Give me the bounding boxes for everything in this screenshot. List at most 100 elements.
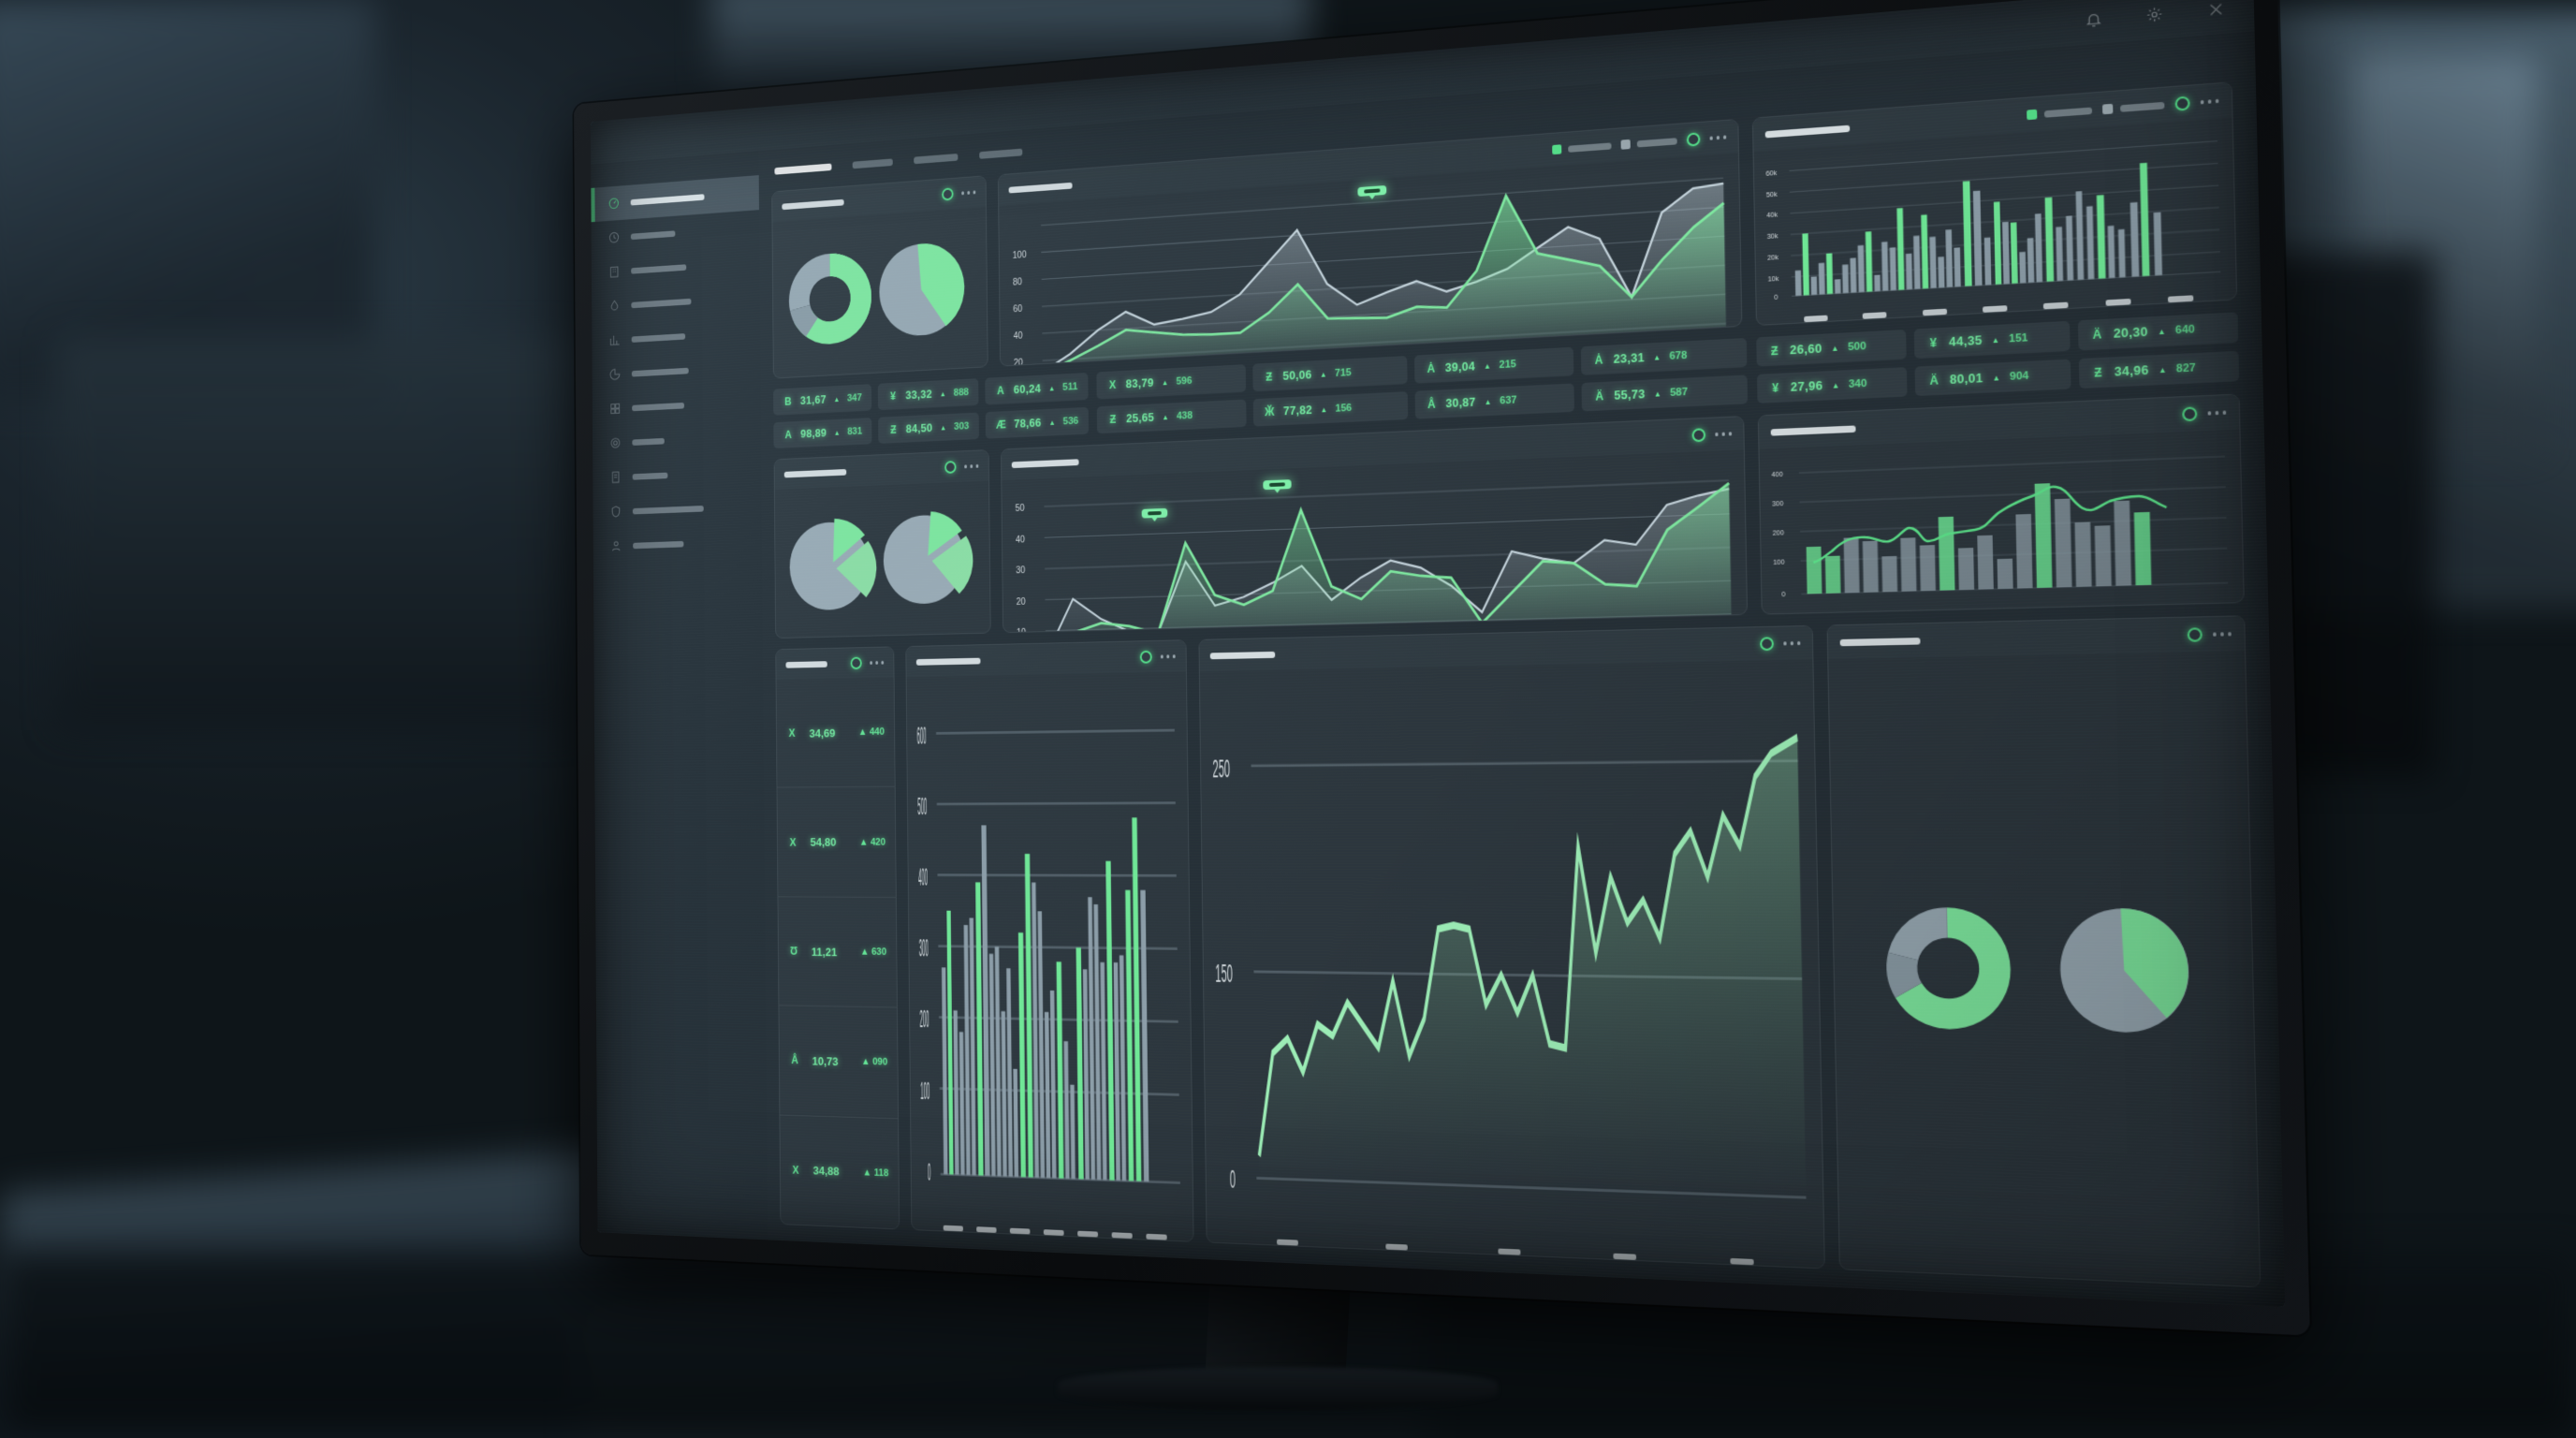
card-donut-pie-top	[771, 175, 988, 379]
pie-icon	[608, 367, 621, 381]
svg-text:0: 0	[1774, 294, 1778, 301]
x-axis-ticks	[1207, 1234, 1823, 1269]
kpi-group-a: B 31,67 ▲ 347 ¥33,32 ▲ 888 A 60,24 ▲ 511 A 98,89 ▲…	[773, 373, 1090, 449]
y-axis-labels: 600 500 400 300 200 100 0	[916, 723, 930, 1187]
refresh-icon[interactable]	[2174, 95, 2190, 111]
more-options-icon[interactable]	[2212, 632, 2232, 637]
legend-entry[interactable]	[2101, 100, 2164, 115]
kpi-chip[interactable]: X 83,79 ▲ 596	[1096, 364, 1247, 400]
document-icon	[609, 470, 622, 484]
chart-tooltip	[1141, 507, 1168, 519]
tab-overview[interactable]	[774, 163, 832, 175]
sidebar-item-label	[630, 193, 705, 206]
legend-entry[interactable]	[1620, 136, 1677, 150]
svg-text:20k: 20k	[1767, 255, 1778, 262]
svg-text:30k: 30k	[1767, 233, 1778, 241]
chart-bars-top: 60k 50k 40k 30k 20k 10k 0	[1754, 117, 2236, 315]
metric-list: X 34,69 ▲ 440 X 54,80 ▲ 420 Ʊ 11,21 ▲ 630 Å 10,…	[776, 677, 899, 1229]
svg-text:50k: 50k	[1766, 191, 1778, 198]
kpi-chip[interactable]: ¥27,96 ▲ 340	[1756, 366, 1908, 404]
chart-pies-mid	[775, 481, 990, 638]
tab-reports[interactable]	[852, 158, 893, 169]
more-options-icon[interactable]	[963, 464, 979, 469]
more-options-icon[interactable]	[1160, 654, 1176, 659]
sidebar-item-label	[630, 229, 676, 240]
more-options-icon[interactable]	[2200, 98, 2219, 105]
sidebar-item-account[interactable]	[593, 523, 762, 564]
kpi-chip[interactable]: Ƶ 25,65 ▲ 438	[1096, 399, 1247, 434]
tab-insights[interactable]	[914, 154, 959, 165]
refresh-icon[interactable]	[2181, 406, 2197, 422]
card-title	[1764, 125, 1851, 138]
kpi-group-c: Ƶ 26,60 ▲ 500 ¥44,35 ▲ 151 Ä 20,30 ▲ 640 ¥27,96 ▲…	[1756, 312, 2240, 404]
kpi-chip[interactable]: Ä 20,30 ▲ 640	[2077, 312, 2239, 351]
bars	[1806, 483, 2152, 594]
svg-text:150: 150	[1215, 961, 1233, 989]
close-icon[interactable]	[2204, 0, 2226, 20]
legend-entry[interactable]	[2026, 105, 2092, 121]
kpi-chip[interactable]: ¥44,35 ▲ 151	[1914, 320, 2071, 360]
kpi-chip[interactable]: Ƶ 84,50 ▲ 303	[878, 412, 979, 445]
kpi-chip[interactable]: Ä 55,73 ▲ 587	[1581, 374, 1749, 412]
refresh-icon[interactable]	[1759, 637, 1774, 652]
list-item[interactable]: X 34,69 ▲ 440	[776, 677, 895, 788]
card-title	[783, 468, 847, 477]
more-options-icon[interactable]	[869, 661, 885, 665]
svg-text:100: 100	[920, 1078, 929, 1105]
sidebar	[591, 151, 768, 1240]
kpi-chip[interactable]: Ӂ 77,82 ▲ 156	[1252, 391, 1408, 427]
list-item[interactable]: X 54,80 ▲ 420	[777, 787, 896, 898]
refresh-icon[interactable]	[941, 187, 954, 201]
kpi-chip[interactable]: Ȧ 23,31 ▲ 678	[1581, 337, 1748, 375]
sidebar-item-label	[631, 332, 686, 343]
refresh-icon[interactable]	[1686, 132, 1700, 147]
card-title	[785, 660, 827, 668]
list-item[interactable]: X 34,88 ▲ 118	[792, 1163, 889, 1180]
sidebar-item-label	[631, 263, 687, 274]
card-donut-pie-bottom	[1826, 615, 2261, 1288]
y-axis-labels: 250 150 0	[1212, 756, 1236, 1195]
svg-text:250: 250	[1212, 756, 1230, 784]
card-header	[1752, 82, 2232, 152]
sidebar-item-label	[632, 472, 668, 480]
chart-donut-pie-bottom	[1828, 652, 2260, 1287]
list-item[interactable]: Å 10,73 ▲ 090	[779, 1005, 899, 1119]
gear-icon[interactable]	[2144, 3, 2165, 24]
list-item[interactable]: Ʊ 11,21 ▲ 630	[778, 897, 898, 1008]
kpi-chip[interactable]: A 98,89 ▲ 831	[773, 418, 872, 449]
refresh-icon[interactable]	[944, 461, 957, 475]
refresh-icon[interactable]	[1139, 650, 1152, 664]
card-line-bottom: 250 150 0	[1198, 624, 1825, 1269]
kpi-chip[interactable]: Ƶ 50,06 ▲ 715	[1252, 356, 1408, 392]
trend-line	[1812, 483, 2168, 563]
svg-text:600: 600	[916, 723, 926, 750]
kpi-chip[interactable]: Ƶ 34,96 ▲ 827	[2078, 350, 2240, 389]
kpi-chip[interactable]: Ƶ 26,60 ▲ 500	[1756, 330, 1908, 367]
bell-icon[interactable]	[2083, 8, 2104, 30]
kpi-chip[interactable]: A 60,24 ▲ 511	[985, 373, 1089, 405]
gear-icon	[609, 436, 622, 450]
pie-chart-left	[789, 517, 877, 611]
refresh-icon[interactable]	[850, 656, 862, 670]
more-options-icon[interactable]	[2207, 410, 2227, 416]
refresh-icon[interactable]	[1690, 428, 1705, 443]
sidebar-item-label	[633, 540, 684, 549]
refresh-icon[interactable]	[2187, 627, 2203, 642]
more-options-icon[interactable]	[1709, 135, 1727, 140]
chart-bars-bottom: 600 500 400 300 200 100 0	[907, 672, 1193, 1233]
kpi-chip[interactable]: Ä 80,01 ▲ 904	[1914, 359, 2071, 397]
more-options-icon[interactable]	[1782, 641, 1801, 646]
more-options-icon[interactable]	[960, 190, 976, 196]
gridlines	[1251, 761, 1807, 1198]
tab-settings[interactable]	[979, 148, 1023, 159]
kpi-chip[interactable]: ¥33,32 ▲ 888	[877, 378, 979, 411]
card-title	[1839, 637, 1921, 646]
kpi-chip[interactable]: B 31,67 ▲ 347	[773, 384, 872, 416]
kpi-chip[interactable]: Æ 78,66 ▲ 536	[985, 406, 1090, 439]
legend-entry[interactable]	[1551, 140, 1612, 155]
more-options-icon[interactable]	[1714, 432, 1733, 436]
